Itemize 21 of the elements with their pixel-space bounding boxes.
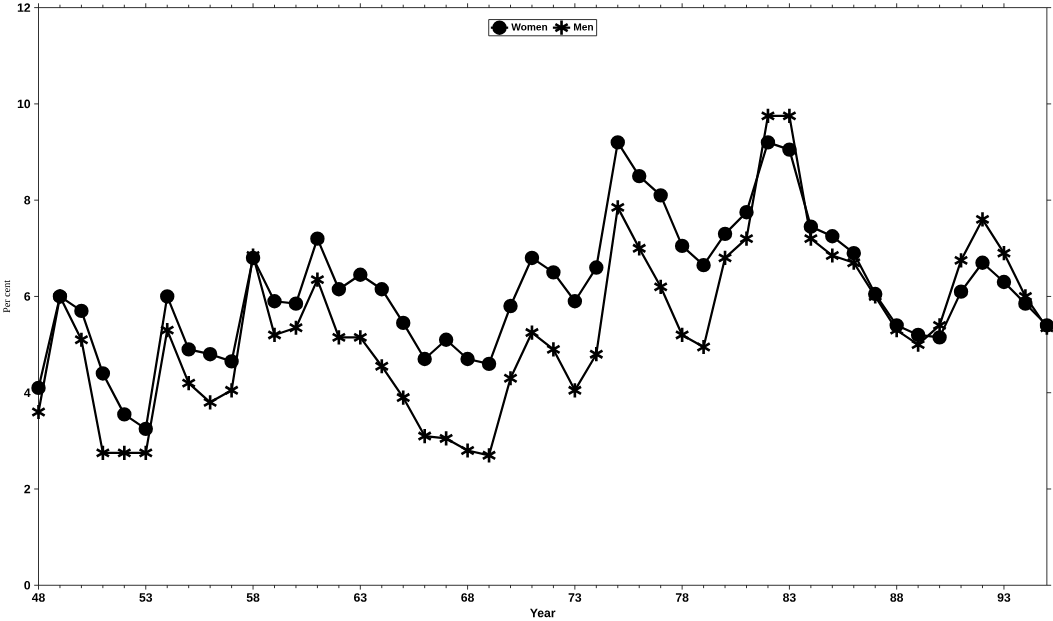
x-tick-label: 53 [139,593,153,602]
x-tick-label: 58 [246,593,260,602]
y-tick-label: 6 [24,292,31,301]
legend-label: Men [574,23,593,31]
y-tick-label: 8 [24,196,31,205]
y-tick-label: 0 [24,581,31,590]
x-tick-label: 78 [675,593,689,602]
x-tick-label: 88 [890,593,904,602]
x-tick-label: 68 [461,593,474,602]
x-tick-label: 48 [31,593,45,602]
x-axis-title: Year [530,608,556,618]
x-tick-label: 83 [783,593,796,602]
x-tick-label: 73 [568,593,582,602]
legend-label: Women [511,23,548,31]
y-tick-label: 12 [17,3,31,13]
y-tick-label: 4 [24,388,31,398]
x-tick-label: 63 [354,593,367,602]
y-tick-label: 10 [17,99,31,109]
x-tick-label: 93 [997,593,1011,602]
y-axis-title: Per cent [3,280,11,313]
y-tick-label: 2 [24,484,31,494]
